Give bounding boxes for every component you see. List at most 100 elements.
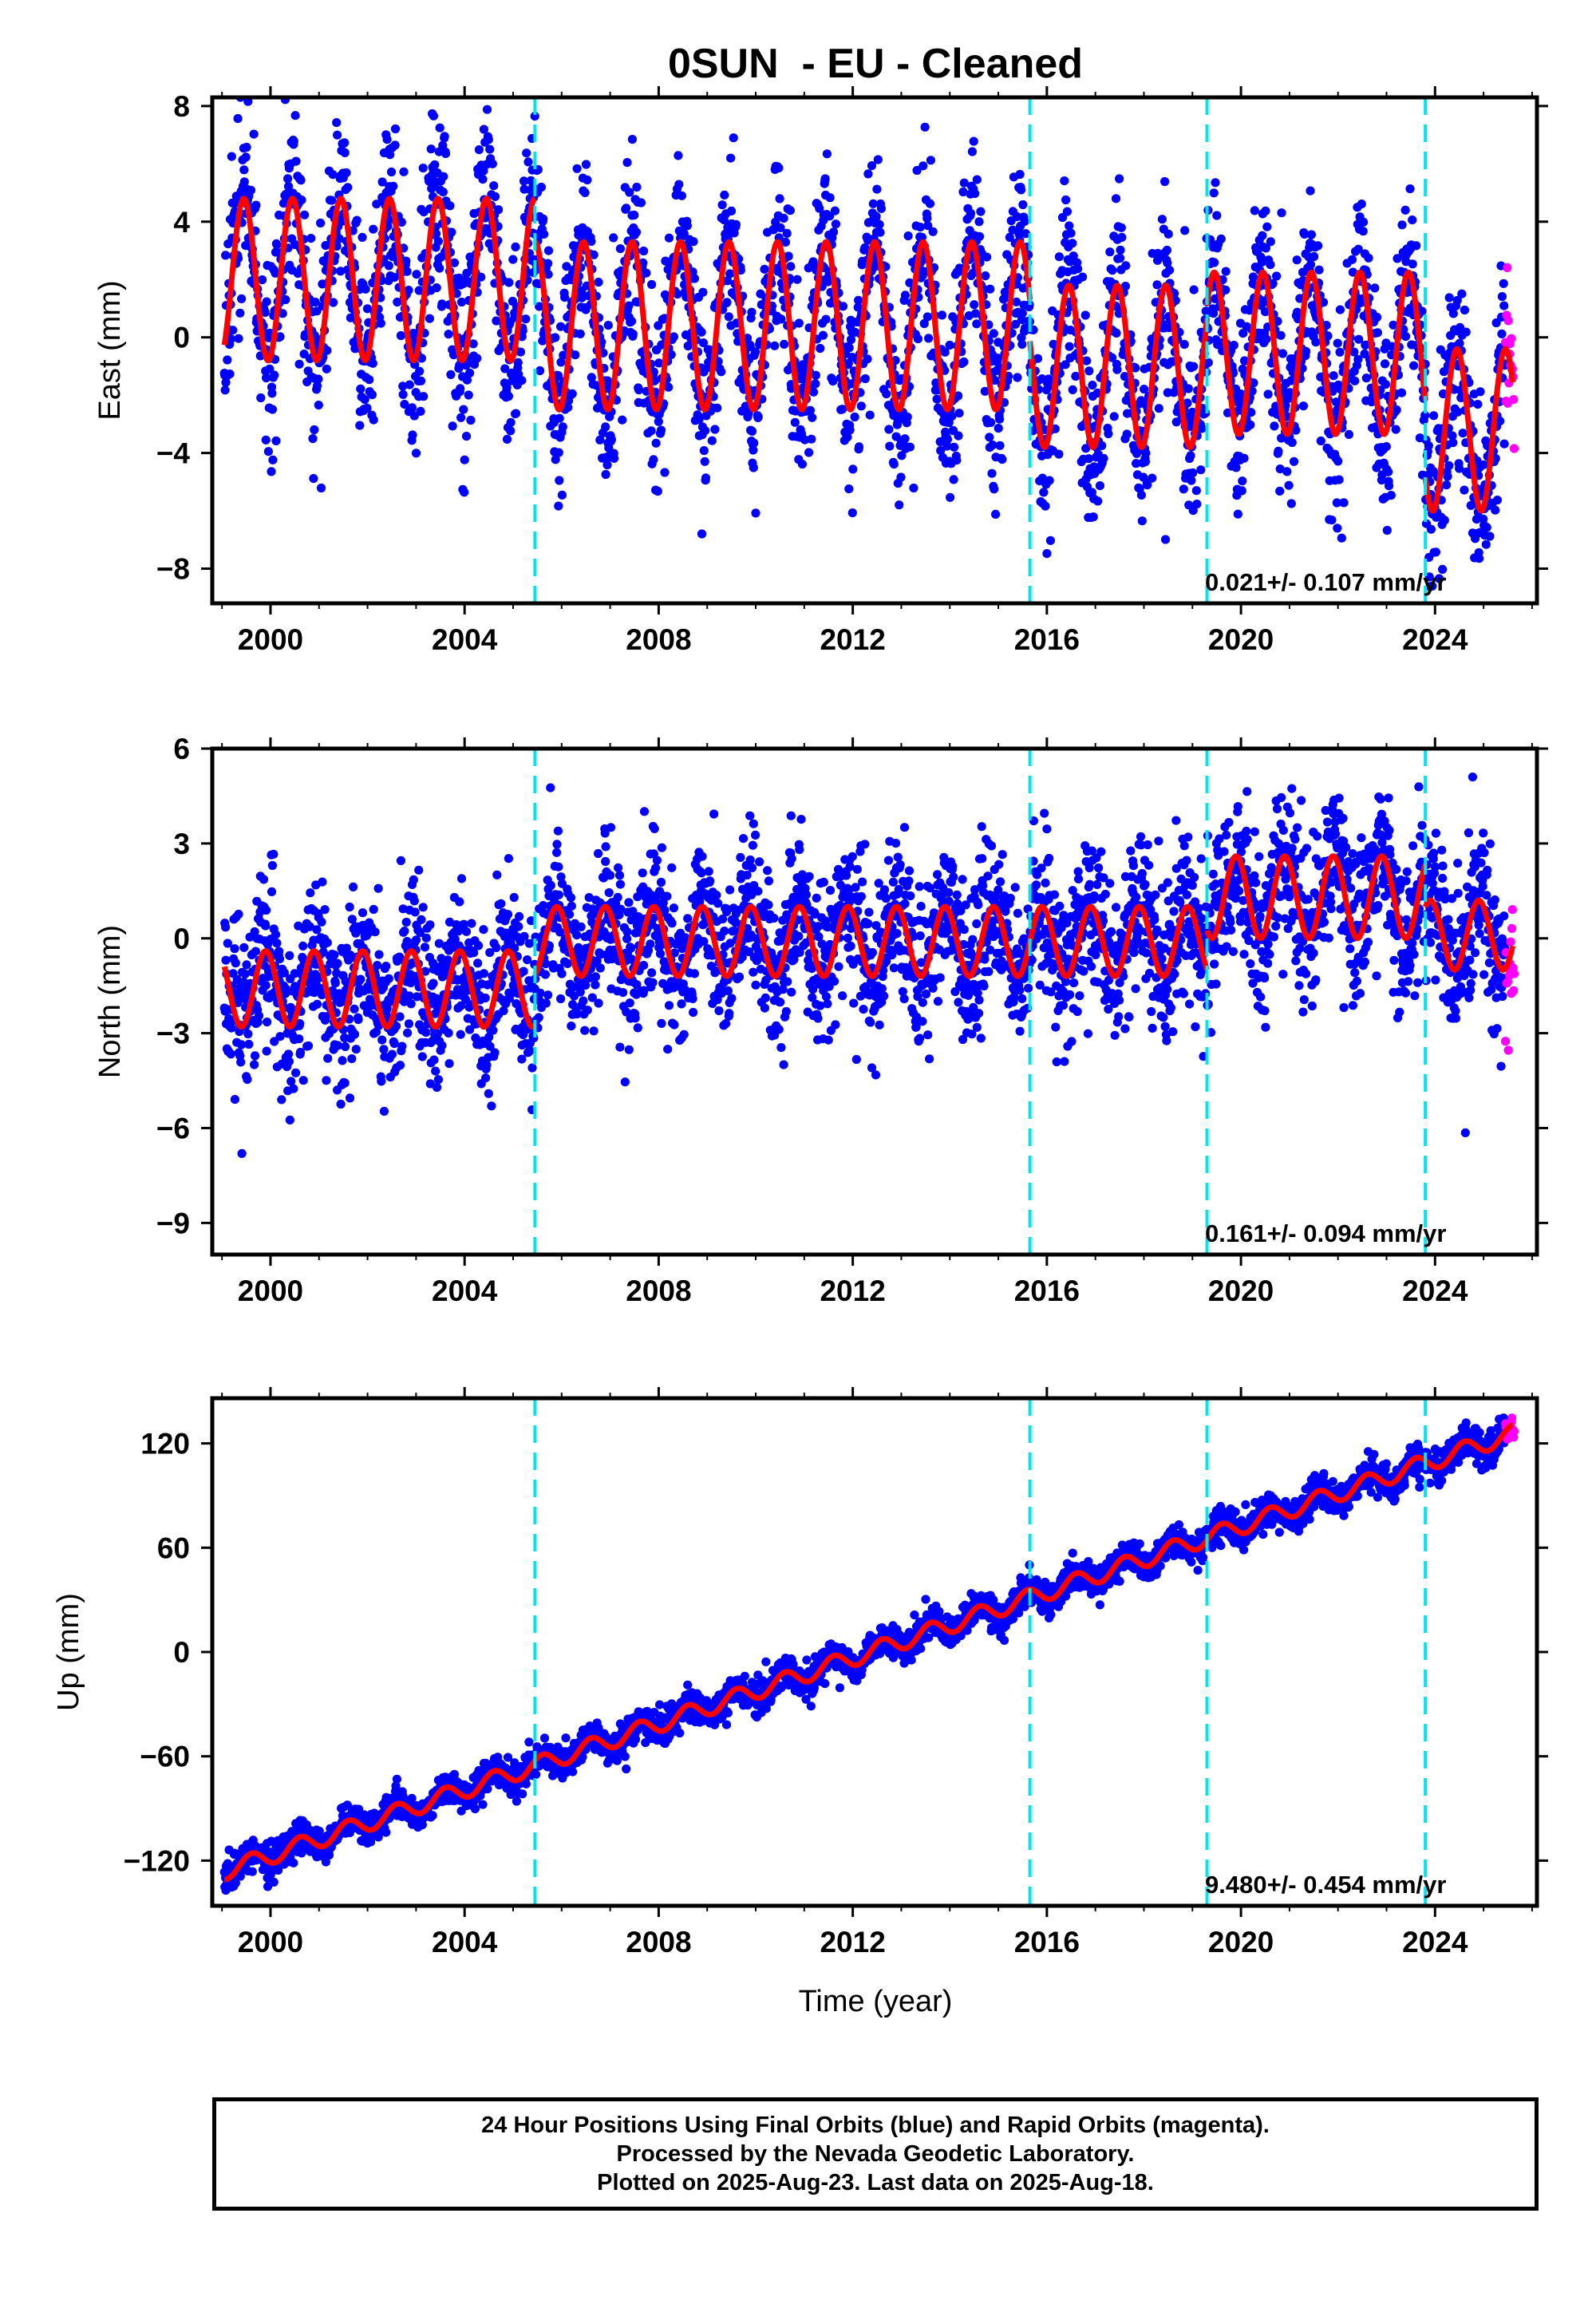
data-point — [249, 129, 259, 139]
data-point — [1400, 331, 1411, 342]
data-point — [1358, 227, 1368, 236]
data-point — [409, 875, 418, 884]
data-point — [401, 917, 411, 927]
data-point — [1066, 228, 1076, 238]
data-point — [903, 412, 912, 422]
data-point — [679, 1030, 689, 1039]
data-point — [831, 219, 840, 229]
data-point — [966, 208, 976, 219]
data-point — [969, 136, 978, 146]
data-point — [991, 509, 1001, 520]
data-point — [1448, 438, 1458, 448]
data-point — [689, 274, 700, 283]
data-point — [1316, 436, 1325, 446]
data-point — [1443, 472, 1452, 481]
data-point — [554, 501, 563, 511]
data-point — [1262, 222, 1272, 231]
data-point — [481, 1073, 491, 1083]
data-point — [338, 1056, 347, 1065]
data-point — [429, 111, 439, 121]
data-point — [556, 358, 566, 367]
data-point — [1306, 230, 1316, 239]
data-point — [309, 474, 318, 484]
data-point — [460, 488, 469, 497]
data-point — [972, 175, 982, 184]
data-point — [1386, 491, 1396, 500]
data-point — [725, 1009, 734, 1018]
data-point — [1012, 211, 1022, 222]
data-point — [322, 364, 331, 373]
data-point — [844, 484, 854, 494]
y-tick-label: 4 — [173, 206, 190, 239]
data-point — [913, 334, 922, 344]
data-point — [360, 394, 369, 405]
data-point — [900, 290, 911, 300]
data-point — [1408, 215, 1417, 225]
data-point — [940, 347, 950, 357]
data-point — [1339, 498, 1349, 508]
data-point — [261, 921, 271, 931]
data-point — [801, 890, 812, 899]
data-point — [1424, 441, 1433, 451]
data-point — [271, 930, 281, 939]
data-point — [988, 441, 998, 450]
data-point — [246, 185, 256, 195]
data-point — [1239, 356, 1250, 366]
data-point — [1179, 484, 1188, 494]
data-point — [1396, 388, 1407, 397]
data-point — [555, 476, 564, 485]
data-point — [974, 217, 984, 227]
data-point — [982, 252, 992, 262]
data-point — [1095, 481, 1104, 491]
data-point — [340, 138, 350, 148]
data-point — [986, 417, 996, 428]
data-point — [613, 892, 622, 902]
data-point — [1248, 272, 1258, 282]
data-point — [1011, 319, 1021, 329]
data-point — [419, 392, 429, 401]
y-tick-label: −8 — [156, 553, 190, 586]
data-point — [594, 998, 603, 1008]
data-point — [268, 455, 278, 464]
data-point — [764, 876, 774, 886]
data-point — [804, 448, 814, 457]
data-point — [352, 215, 361, 225]
data-point — [726, 153, 736, 163]
data-point — [1045, 476, 1054, 485]
data-point — [1065, 221, 1074, 231]
data-point — [1491, 505, 1500, 515]
data-point — [747, 863, 757, 872]
data-point — [474, 145, 484, 155]
data-point — [1321, 321, 1331, 330]
data-point — [298, 1076, 308, 1085]
data-point — [624, 301, 634, 310]
data-point — [594, 848, 603, 859]
x-tick-label: 2016 — [1014, 623, 1080, 656]
data-point — [990, 375, 1000, 385]
data-point — [867, 161, 877, 171]
data-point — [822, 149, 832, 159]
data-point — [707, 436, 717, 445]
data-point — [1333, 524, 1342, 533]
data-point — [494, 205, 504, 215]
data-point — [769, 913, 779, 923]
data-point — [677, 999, 686, 1009]
data-point — [699, 446, 709, 456]
data-point — [749, 967, 758, 977]
data-point — [1187, 476, 1196, 485]
data-point — [385, 150, 395, 160]
data-point — [263, 447, 273, 456]
data-point — [267, 860, 277, 871]
data-point — [626, 316, 637, 326]
data-point — [1476, 387, 1485, 397]
data-point — [239, 943, 249, 952]
data-point — [614, 871, 625, 880]
data-point — [775, 194, 784, 204]
data-point — [666, 350, 676, 359]
north-panel: 2000 2004 2008 2012 2016 2020 2024−9−6−3036Nor… — [93, 733, 1548, 1307]
data-point — [418, 903, 428, 912]
data-point — [1115, 174, 1124, 184]
data-point — [395, 1012, 405, 1022]
data-point — [407, 403, 417, 413]
data-point — [1426, 524, 1436, 534]
